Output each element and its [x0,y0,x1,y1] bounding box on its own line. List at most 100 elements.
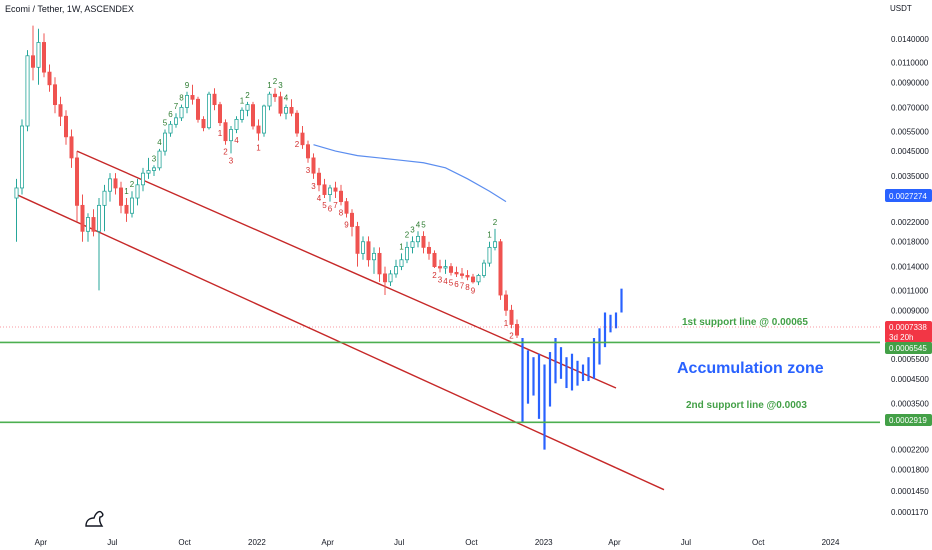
price-tick-label: 0.0004500 [891,375,929,384]
candle-body [333,187,338,192]
currency-unit: USDT [890,4,912,13]
sequence-count: 5 [421,220,426,229]
candle-body [476,275,481,283]
candle-body [366,241,371,261]
candle-body [393,266,398,275]
sequence-count: 3 [410,225,415,234]
candle-body [261,105,266,134]
candle-body [377,252,382,275]
sequence-count: 1 [504,319,509,328]
candle-body [25,55,30,127]
candle-body [75,157,80,206]
candle-body [195,98,200,120]
sequence-count: 3 [311,182,316,191]
candle-body [140,172,145,186]
time-tick-label: Apr [608,538,621,547]
candle-body [53,84,58,106]
price-tick-label: 0.0005500 [891,355,929,364]
sequence-count: 3 [438,275,443,284]
candle-body [432,252,437,267]
price-tick-label: 0.0070000 [891,103,929,112]
candle-body [113,178,118,189]
sequence-count: 7 [333,201,338,210]
sequence-count: 8 [465,283,470,292]
sequence-count: 4 [317,194,322,203]
last-price-value: 0.0007338 [889,323,927,332]
tradingview-logo[interactable] [85,510,104,527]
sequence-count: 9 [471,286,476,295]
time-tick-label: Oct [752,538,765,547]
sequence-count: 1 [487,231,492,240]
candle-body [135,184,140,199]
candles [14,25,520,338]
candle-body [162,132,167,152]
time-tick-label: Oct [465,538,478,547]
support1-tag [885,342,932,354]
sequence-count: 1 [240,96,245,105]
candle-body [86,217,91,232]
candle-body [36,42,41,68]
support1-annotation: 1st support line @ 0.00065 [682,317,808,328]
candle-body [151,167,156,171]
candle-body [179,107,184,119]
candle-body [184,95,189,108]
sequence-count: 3 [278,81,283,90]
candle-body [234,119,239,130]
sequence-count: 8 [179,94,184,103]
candle-body [14,187,19,199]
candle-body [256,125,261,134]
candle-body [515,324,520,336]
candle-body [344,201,349,214]
price-tags: 0.0027274 0.0007338 3d 20h 0.0006545 0.0… [885,189,932,426]
candle-body [487,246,492,264]
channel-line-lower-extension [615,467,665,491]
candle-body [119,187,124,206]
sequence-count: 8 [339,208,344,217]
candle-body [91,217,96,232]
candle-body [42,42,47,73]
candle-body [157,150,162,169]
sequence-count: 3 [306,166,311,175]
candle-body [129,197,134,214]
candle-body [382,273,387,283]
accumulation-bars [521,288,623,450]
sequence-count: 2 [245,91,250,100]
candle-body [421,235,426,248]
candle-body [448,266,453,273]
candle-body [69,136,74,159]
candle-body [503,294,508,311]
sequence-count: 2 [405,231,410,240]
candle-body [102,190,107,206]
candle-body [168,123,173,134]
candle-body [58,104,63,117]
candle-body [349,212,354,227]
time-axis[interactable]: Apr Jul Oct 2022 Apr Jul Oct 2023 Apr Jul Oct 2024 [35,538,840,547]
candle-body [245,104,250,111]
price-tick-label: 0.0140000 [891,35,929,44]
time-tick-label: 2023 [535,538,553,547]
candle-body [443,266,448,269]
channel-line-lower [16,193,617,469]
time-tick-label: 2022 [248,538,266,547]
price-tick-label: 0.0001800 [891,465,929,474]
candle-body [267,93,272,107]
candle-body [64,115,69,138]
sequence-count: 2 [223,148,228,157]
candle-body [97,204,102,232]
sequence-count: 1 [399,242,404,251]
price-tick-label: 0.0009000 [891,306,929,315]
sequence-count: 5 [322,201,327,210]
price-axis[interactable]: 0.0140000 0.0110000 0.0090000 0.0070000 0.00… [891,35,929,517]
time-tick-label: Apr [35,538,48,547]
price-tick-label: 0.0001170 [891,508,929,517]
time-tick-label: Oct [178,538,191,547]
sequence-count: 4 [234,136,239,145]
candle-body [80,204,85,232]
last-price-countdown: 3d 20h [889,333,913,342]
candle-body [360,241,365,254]
channel-line-upper [76,150,617,389]
last-price-tag [885,321,932,343]
sequence-count: 1 [267,81,272,90]
